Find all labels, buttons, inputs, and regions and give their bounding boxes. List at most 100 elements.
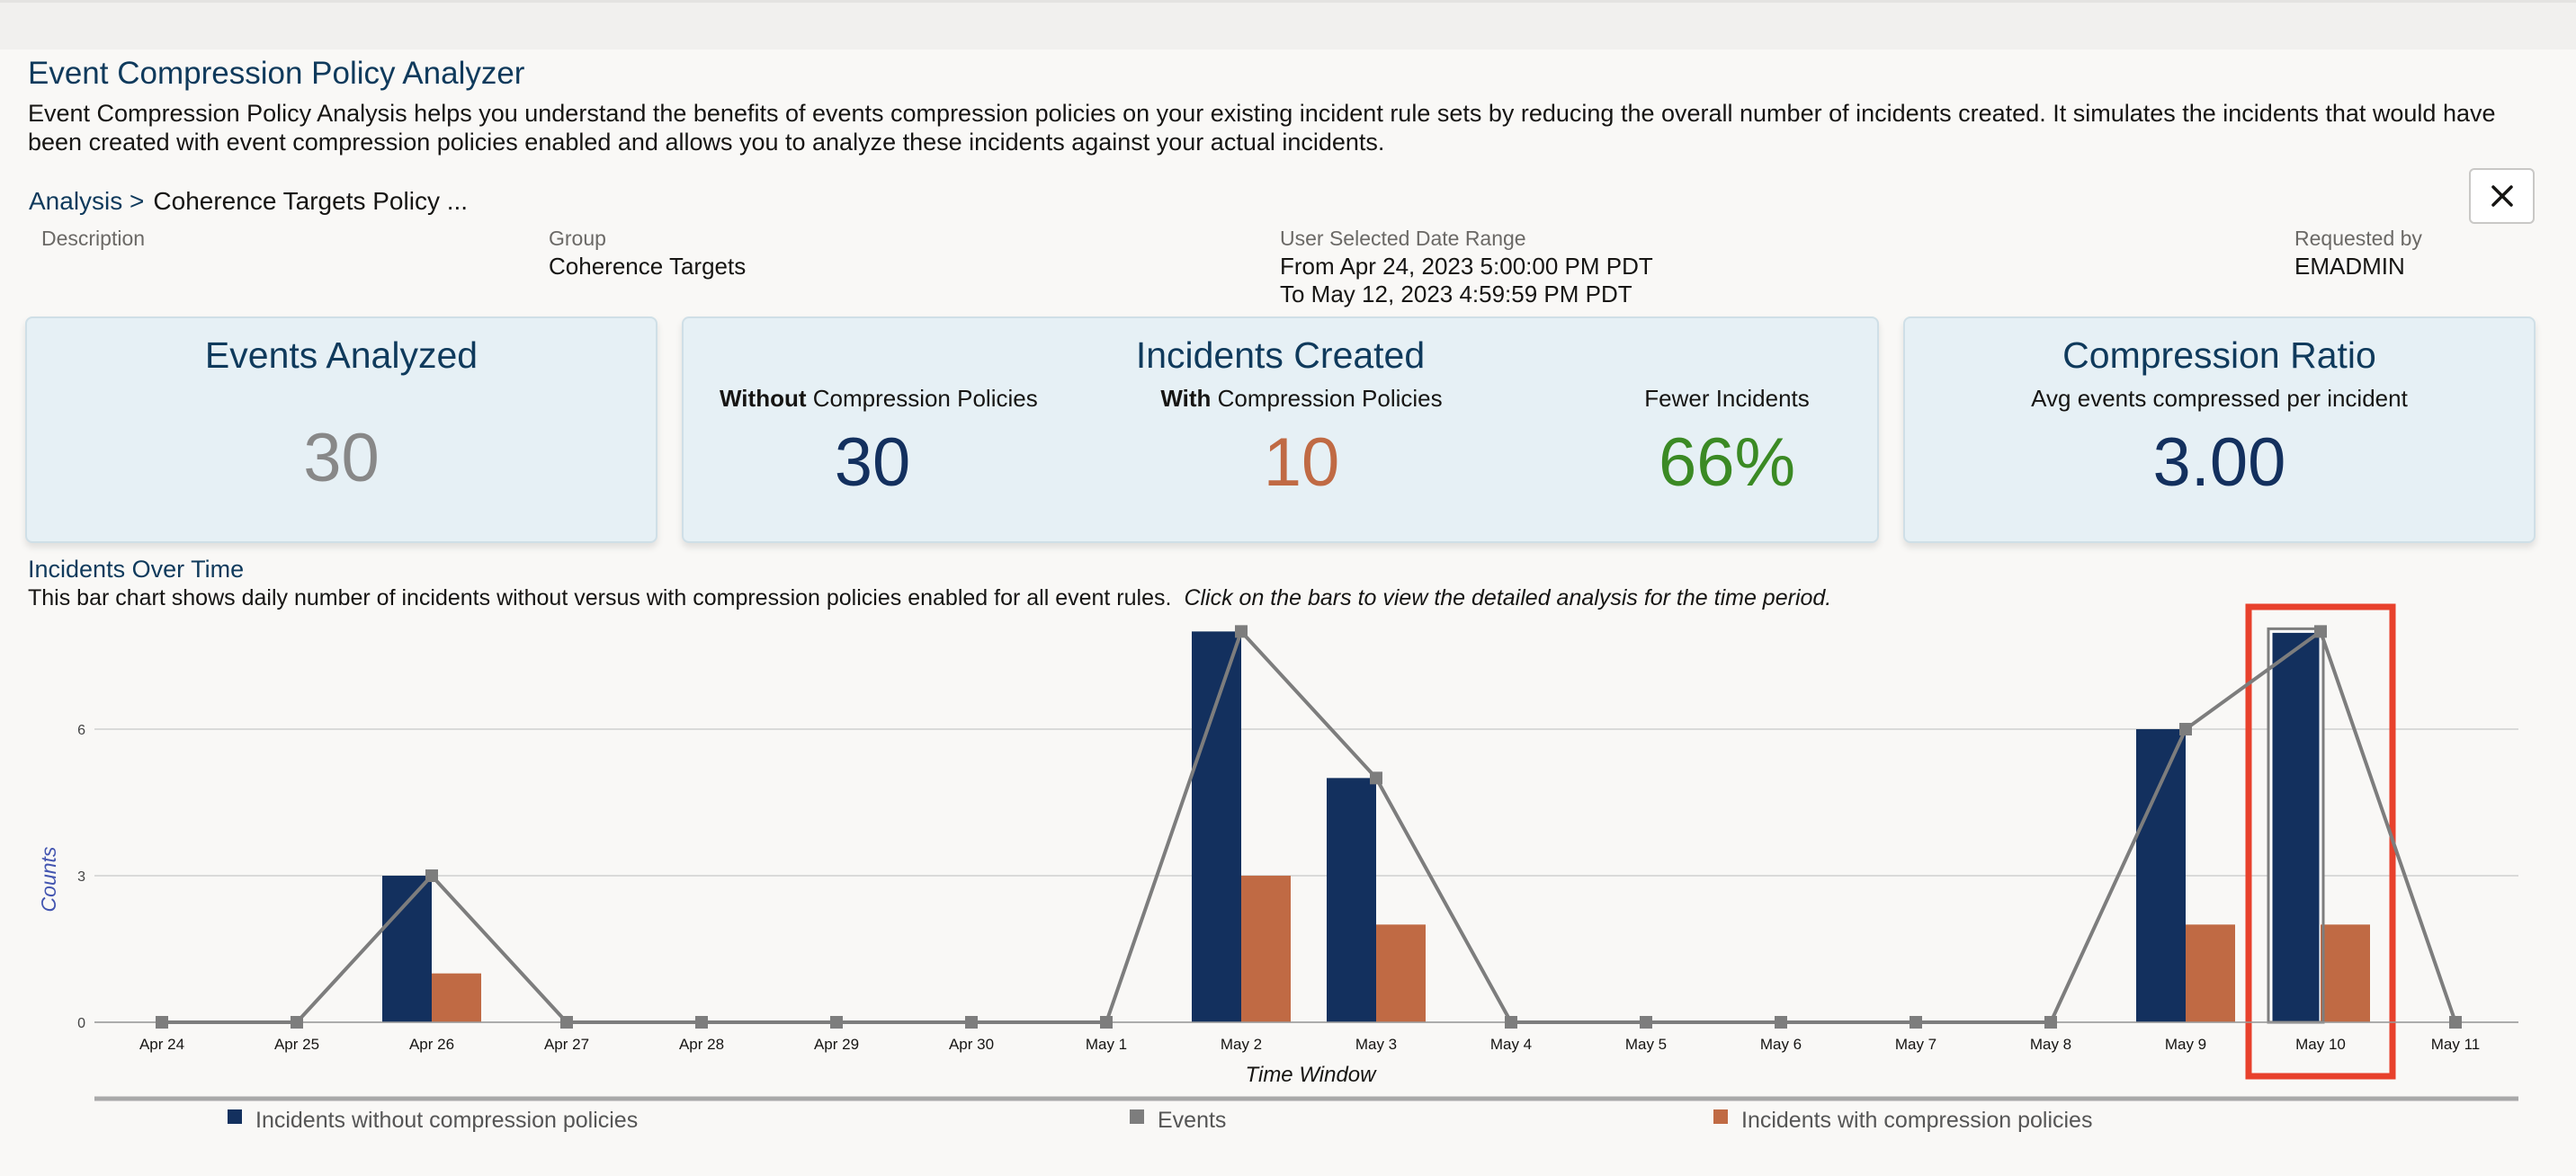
- with-label: With Compression Policies: [1149, 385, 1454, 413]
- events-marker[interactable]: [2314, 625, 2327, 638]
- x-axis-label: Time Window: [1246, 1063, 1378, 1087]
- page-description: Event Compression Policy Analysis helps …: [28, 100, 2496, 156]
- compression-ratio-kpi: Avg events compressed per incident 3.00: [1905, 385, 2534, 502]
- x-tick-label: May 11: [2431, 1036, 2481, 1053]
- date-range-from: From Apr 24, 2023 5:00:00 PM PDT: [1280, 253, 1653, 280]
- description-label: Description: [41, 227, 146, 250]
- breadcrumb-current: Coherence Targets Policy ...: [153, 187, 469, 215]
- top-band: [0, 0, 2576, 49]
- legend-with-label[interactable]: Incidents with compression policies: [1741, 1108, 2092, 1133]
- events-marker[interactable]: [965, 1016, 978, 1029]
- x-tick-label: May 3: [1355, 1036, 1397, 1053]
- without-label-rest: Compression Policies: [806, 385, 1038, 412]
- without-label: Without Compression Policies: [720, 385, 1038, 413]
- with-value: 10: [1263, 424, 1340, 501]
- events-analyzed-title: Events Analyzed: [204, 334, 479, 376]
- y-tick-label: 0: [77, 1016, 85, 1031]
- bar-with-2[interactable]: [432, 973, 481, 1022]
- events-analyzed-value: 30: [303, 420, 380, 496]
- x-tick-label: May 8: [2030, 1036, 2071, 1053]
- bar-without-15[interactable]: [2136, 729, 2186, 1022]
- events-marker[interactable]: [291, 1016, 303, 1029]
- fewer-value: 66%: [1658, 424, 1796, 501]
- incidents-created-title: Incidents Created: [1135, 334, 1426, 376]
- fewer-label: Fewer Incidents: [1644, 385, 1810, 412]
- events-marker[interactable]: [695, 1016, 708, 1029]
- date-range-to: To May 12, 2023 4:59:59 PM PDT: [1280, 281, 1632, 307]
- events-marker[interactable]: [1100, 1016, 1113, 1029]
- x-tick-label: Apr 26: [409, 1036, 454, 1053]
- events-marker[interactable]: [1370, 771, 1382, 785]
- events-marker[interactable]: [2179, 723, 2192, 736]
- events-marker[interactable]: [560, 1016, 573, 1029]
- page-title: Event Compression Policy Analyzer: [28, 56, 525, 91]
- meta-group: Group Coherence Targets: [549, 225, 746, 281]
- bar-with-8[interactable]: [1241, 876, 1291, 1022]
- chart-description-text: This bar chart shows daily number of inc…: [28, 585, 1172, 610]
- breadcrumb: Analysis > Coherence Targets Policy ...: [29, 187, 468, 216]
- without-label-bold: Without: [720, 385, 807, 412]
- close-button[interactable]: [2469, 168, 2535, 224]
- x-tick-label: Apr 27: [544, 1036, 589, 1053]
- bar-with-16[interactable]: [2321, 924, 2370, 1022]
- events-marker[interactable]: [1640, 1016, 1652, 1029]
- events-analyzed-kpi: 30: [27, 408, 656, 497]
- with-kpi: With Compression Policies 10: [1149, 385, 1454, 502]
- group-value: Coherence Targets: [549, 253, 747, 280]
- x-tick-label: May 6: [1760, 1036, 1802, 1053]
- events-marker[interactable]: [1910, 1016, 1922, 1029]
- incidents-bar-chart[interactable]: 0 3 6 Counts Apr 24 Apr 25 Apr 26 Apr 27 Apr 28 A…: [0, 602, 2576, 1176]
- bar-without-2[interactable]: [382, 876, 432, 1022]
- bar-without-16[interactable]: [2269, 629, 2322, 1024]
- breadcrumb-analysis-link[interactable]: Analysis >: [29, 187, 145, 215]
- x-tick-label: Apr 24: [139, 1036, 184, 1053]
- events-line: [162, 628, 2457, 1024]
- legend-events-swatch[interactable]: [1130, 1109, 1144, 1124]
- with-label-bold: With: [1160, 385, 1212, 412]
- compression-ratio-label: Avg events compressed per incident: [2031, 385, 2408, 412]
- legend-with-swatch[interactable]: [1713, 1109, 1728, 1124]
- x-tick-label: May 4: [1490, 1036, 1532, 1053]
- events-marker[interactable]: [830, 1016, 843, 1029]
- close-icon: [2491, 185, 2513, 207]
- x-tick-label: Apr 28: [679, 1036, 724, 1053]
- events-marker[interactable]: [1505, 1016, 1517, 1029]
- meta-date-range: User Selected Date Range From Apr 24, 20…: [1280, 225, 1653, 308]
- legend-without-swatch[interactable]: [228, 1109, 242, 1124]
- x-tick-label: Apr 25: [274, 1036, 319, 1053]
- bar-without-9[interactable]: [1327, 778, 1376, 1022]
- legend-without-label[interactable]: Incidents without compression policies: [255, 1108, 638, 1133]
- bar-without-8[interactable]: [1192, 631, 1241, 1022]
- meta-requested-by: Requested by EMADMIN: [2294, 225, 2422, 281]
- legend-events-label[interactable]: Events: [1158, 1108, 1226, 1133]
- requested-by-value: EMADMIN: [2294, 253, 2405, 280]
- x-tick-label: May 7: [1895, 1036, 1936, 1053]
- x-tick-label: May 1: [1086, 1036, 1127, 1053]
- x-tick-label: May 2: [1221, 1036, 1262, 1053]
- group-label: Group: [549, 227, 606, 250]
- chart-description-hint: Click on the bars to view the detailed a…: [1184, 585, 1832, 610]
- events-marker[interactable]: [1775, 1016, 1787, 1029]
- x-tick-label: Apr 30: [949, 1036, 994, 1053]
- with-label-rest: Compression Policies: [1211, 385, 1443, 412]
- x-tick-label: May 5: [1625, 1036, 1667, 1053]
- fewer-kpi: Fewer Incidents 66%: [1574, 385, 1880, 502]
- without-value: 30: [834, 424, 911, 501]
- events-marker[interactable]: [156, 1016, 168, 1029]
- bar-with-15[interactable]: [2186, 924, 2235, 1022]
- without-kpi: Without Compression Policies 30: [720, 385, 1038, 502]
- y-tick-label: 6: [77, 723, 85, 738]
- y-axis-label: Counts: [37, 846, 60, 912]
- compression-ratio-value: 3.00: [2152, 424, 2286, 501]
- x-tick-label: May 9: [2165, 1036, 2206, 1053]
- events-marker[interactable]: [425, 869, 438, 883]
- compression-ratio-card: Compression Ratio Avg events compressed …: [1903, 316, 2536, 543]
- events-analyzed-card: Events Analyzed 30: [25, 316, 657, 543]
- incidents-over-time-description: This bar chart shows daily number of inc…: [28, 585, 1831, 611]
- events-marker[interactable]: [1235, 625, 1248, 638]
- requested-by-label: Requested by: [2294, 227, 2422, 250]
- y-tick-label: 3: [77, 869, 85, 885]
- events-marker[interactable]: [2044, 1016, 2057, 1029]
- events-marker[interactable]: [2449, 1016, 2462, 1029]
- bar-with-9[interactable]: [1376, 924, 1426, 1022]
